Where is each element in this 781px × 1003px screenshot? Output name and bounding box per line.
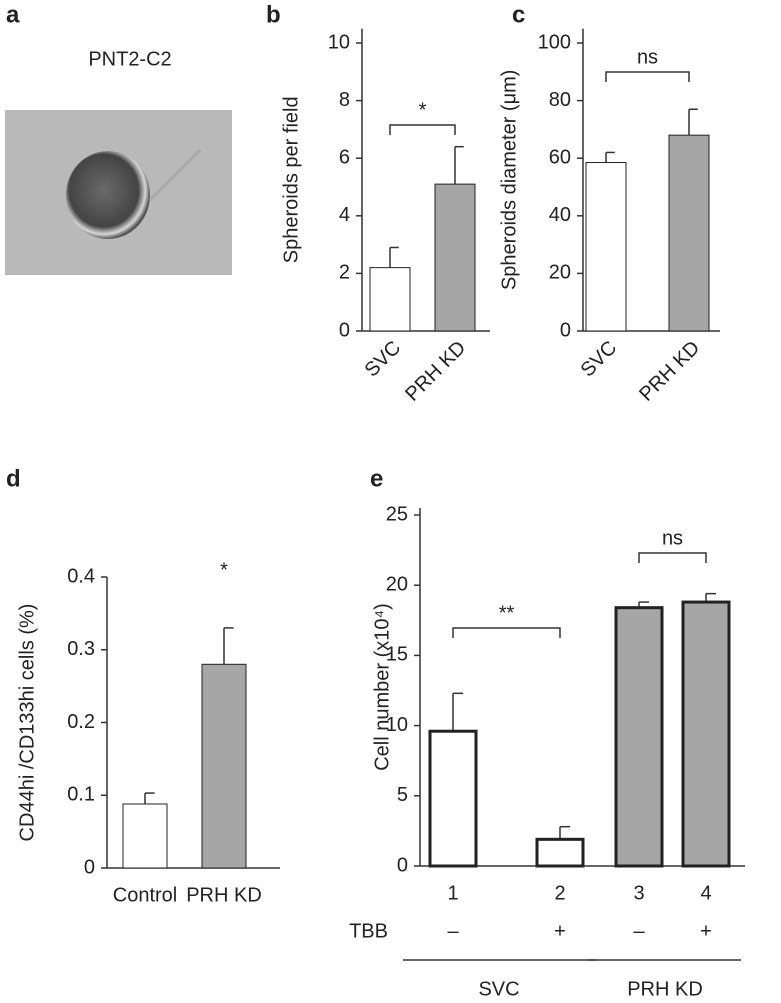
significance-label: ns xyxy=(662,527,683,549)
bar xyxy=(681,600,731,868)
bar xyxy=(201,663,247,869)
bar xyxy=(668,134,710,332)
y-tick-label: 20 xyxy=(386,573,408,595)
significance-label: * xyxy=(220,559,228,581)
y-tick-label: 10 xyxy=(386,714,408,736)
y-tick-label: 0.2 xyxy=(67,711,95,733)
bar xyxy=(122,803,168,869)
y-axis-label: Spheroids diameter (μm) xyxy=(498,70,520,290)
significance-bracket xyxy=(389,124,456,135)
x-tick-label: 1 xyxy=(447,882,458,904)
y-tick-label: 15 xyxy=(386,644,408,666)
significance-bracket xyxy=(605,71,690,82)
y-tick-label: 0 xyxy=(397,854,408,876)
x-tick-label: PRH KD xyxy=(635,337,704,406)
y-tick-label: 10 xyxy=(328,31,350,53)
panel-letter: b xyxy=(266,1,281,28)
y-tick-label: 100 xyxy=(538,31,571,53)
x-tick-label: 2 xyxy=(554,882,565,904)
y-tick-label: 0.3 xyxy=(67,638,95,660)
bar xyxy=(585,162,627,332)
row-label: TBB xyxy=(349,920,388,942)
row-value: – xyxy=(447,920,459,942)
y-axis-label: Spheroids per field xyxy=(280,96,302,263)
x-tick-label: PRH KD xyxy=(186,884,262,906)
y-tick-label: 80 xyxy=(549,89,571,111)
panel-letter: a xyxy=(6,1,20,28)
panel-letter: d xyxy=(6,465,21,492)
spheroid xyxy=(66,151,150,239)
y-tick-label: 5 xyxy=(397,784,408,806)
row-value: + xyxy=(554,920,566,942)
significance-label: * xyxy=(419,99,427,121)
y-tick-label: 4 xyxy=(339,204,350,226)
significance-label: ns xyxy=(637,46,658,68)
x-tick-label: Control xyxy=(113,884,177,906)
bar xyxy=(614,606,664,868)
y-tick-label: 0 xyxy=(84,856,95,878)
y-tick-label: 60 xyxy=(549,146,571,168)
x-tick-label: SVC xyxy=(361,337,406,382)
x-tick-label: SVC xyxy=(577,337,622,382)
row-value: – xyxy=(633,920,645,942)
y-axis-label: CD44hi /CD133hi cells (%) xyxy=(16,604,38,842)
row-value: + xyxy=(700,920,712,942)
group-label: PRH KD xyxy=(627,978,703,1000)
y-tick-label: 2 xyxy=(339,262,350,284)
significance-label: ** xyxy=(499,602,515,624)
bar xyxy=(428,729,478,868)
panel-letter: e xyxy=(370,465,383,492)
significance-bracket xyxy=(638,552,707,563)
bar xyxy=(434,183,476,332)
panel-letter: c xyxy=(512,1,525,28)
y-tick-label: 0.4 xyxy=(67,565,95,587)
image-caption: PNT2-C2 xyxy=(88,48,171,70)
bar xyxy=(369,267,411,332)
cell-process xyxy=(148,148,202,202)
x-tick-label: PRH KD xyxy=(401,337,470,406)
y-tick-label: 6 xyxy=(339,146,350,168)
group-label: SVC xyxy=(478,978,519,1000)
y-axis-label: Cell number (x10⁴) xyxy=(371,603,393,771)
y-tick-label: 0 xyxy=(560,319,571,341)
significance-bracket xyxy=(452,627,561,638)
y-tick-label: 0.1 xyxy=(67,784,95,806)
y-tick-label: 40 xyxy=(549,204,571,226)
y-tick-label: 0 xyxy=(339,319,350,341)
x-tick-label: 3 xyxy=(633,882,644,904)
x-tick-label: 4 xyxy=(700,882,711,904)
y-tick-label: 20 xyxy=(549,262,571,284)
y-tick-label: 25 xyxy=(386,503,408,525)
bar xyxy=(535,837,585,868)
y-tick-label: 8 xyxy=(339,89,350,111)
